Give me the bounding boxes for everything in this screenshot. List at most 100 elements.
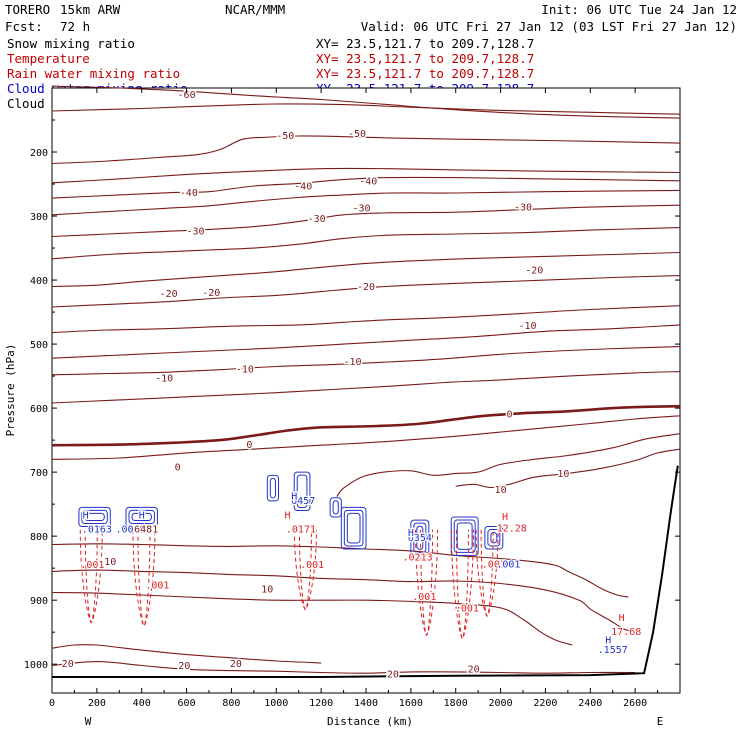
y-tick-label: 900 [30,596,48,607]
cloud-water-contour [453,519,476,553]
rain-water-contour [450,529,474,640]
high-marker: H [605,636,611,647]
cloud-water-contour [131,512,152,522]
temperature-label: -30 [187,226,205,237]
y-tick-label: 800 [30,532,48,543]
high-marker: H [83,511,89,522]
forecast-hour: 72 h [60,19,90,34]
y-tick-label: 200 [30,148,48,159]
maximum-value-label: .0009 [115,525,145,536]
terrain [52,465,679,678]
temperature-contour [51,305,681,334]
temperature-label: 0 [175,463,181,474]
header: TORERO 15km ARW NCAR/MMM Init: 06 UTC Tu… [5,2,737,34]
temperature-label: -10 [344,357,362,368]
temperature-label: 10 [104,557,116,568]
temperature-label: -30 [352,203,370,214]
temperature-contour [51,324,681,359]
cloud-water-contours [78,471,504,556]
temperature-label: -30 [308,214,326,225]
model-name: TORERO [5,2,50,17]
y-tick-label: 300 [30,212,48,223]
cloud-water-contour [413,522,427,553]
valid-time: Valid: 06 UTC Fri 27 Jan 12 (03 LST Fri … [361,19,737,34]
init-time: Init: 06 UTC Tue 24 Jan 12 [541,2,737,17]
cloud-water-contour [128,509,155,525]
x-tick-label: 2000 [489,698,513,709]
field-name: Rain water mixing ratio [7,66,180,81]
maximum-value-label: .001 [482,559,506,570]
temperature-contour [51,167,681,184]
cloud-water-contour [125,506,158,528]
cloud-water-contour [490,532,498,544]
cloud-water-contour [329,497,342,518]
temperature-label: 10 [495,485,507,496]
x-tick-label: 2600 [623,698,647,709]
y-tick-label: 700 [30,468,48,479]
temperature-labels: -60 -50 -50 -40 -40 -40 -30 -30 -30 -30 -20 -20 -20 -… [60,89,571,682]
cloud-water-contour [296,474,308,509]
temperature-label: 0 [246,440,252,451]
rain-water-contour [132,529,156,627]
x-axis-label: Distance (km) [327,715,413,728]
high-marker: H [291,491,297,502]
temperature-contour [51,371,681,404]
west-endpoint: W [85,715,92,728]
maximum-value-label: .0171 [286,525,316,536]
cloud-water-contour [340,506,367,550]
cloud-water-contour [346,512,361,544]
temperature-contour [51,251,681,288]
cloud-water-contour [266,474,280,502]
cloud-water-contour [332,500,339,515]
rain-water-contour [415,529,439,636]
east-endpoint: E [657,715,664,728]
cloud-water-contour [416,525,424,550]
temperature-contour [51,227,681,260]
cloud-water-contour [269,477,277,499]
rain-water-contour [298,529,312,611]
x-tick-label: 1600 [399,698,423,709]
x-tick-label: 0 [49,698,55,709]
temperature-contour [51,661,636,674]
x-tick-label: 1800 [444,698,468,709]
forecast-label: Fcst: [5,19,43,34]
x-tick-label: 2200 [533,698,557,709]
temperature-label: 20 [178,661,190,672]
cloud-water-contour [343,509,364,547]
y-axis-label: Pressure (hPa) [4,344,17,437]
maximum-value-label: .001 [496,559,520,570]
plot-area: -60 -50 -50 -40 -40 -40 -30 -30 -30 -30 -20 -20 -20 -… [24,85,681,709]
y-tick-label: 600 [30,404,48,415]
temperature-label: -60 [178,90,196,101]
high-marker: H [139,511,145,522]
rain-water-contour [475,529,499,617]
temperature-label: -50 [276,131,294,142]
field-name: Temperature [7,51,90,66]
plot-frame [51,87,681,694]
cloud-water-contour [410,519,430,556]
temperature-label: 10 [261,584,273,595]
x-tick-label: 200 [88,698,106,709]
rain-water-contour [455,529,469,640]
y-tick-label: 500 [30,340,48,351]
high-marker: H [284,511,290,522]
temperature-label: -10 [236,365,254,376]
maximum-value-label: .1557 [598,645,628,656]
x-tick-label: 1400 [354,698,378,709]
temperature-contour [51,103,681,115]
maximum-value-label: .001 [145,580,169,591]
cloud-water-contour [456,522,473,550]
temperature-label: -40 [359,176,377,187]
temperature-label: -20 [160,289,178,300]
cloud-water-contour [78,506,111,528]
temperature-label: -40 [180,188,198,199]
temperature-label: -20 [357,282,375,293]
temperature-label: 20 [230,659,242,670]
maxima-labels: .0163.000964576354.1557.001.001.001.0171… [79,490,642,657]
temperature-contour [336,433,681,497]
field-xy-range: XY= 23.5,121.7 to 209.7,128.7 [316,36,534,51]
field-xy-range: XY= 23.5,121.7 to 209.7,128.7 [316,51,534,66]
temperature-label: -40 [294,182,312,193]
temperature-label: -50 [348,129,366,140]
